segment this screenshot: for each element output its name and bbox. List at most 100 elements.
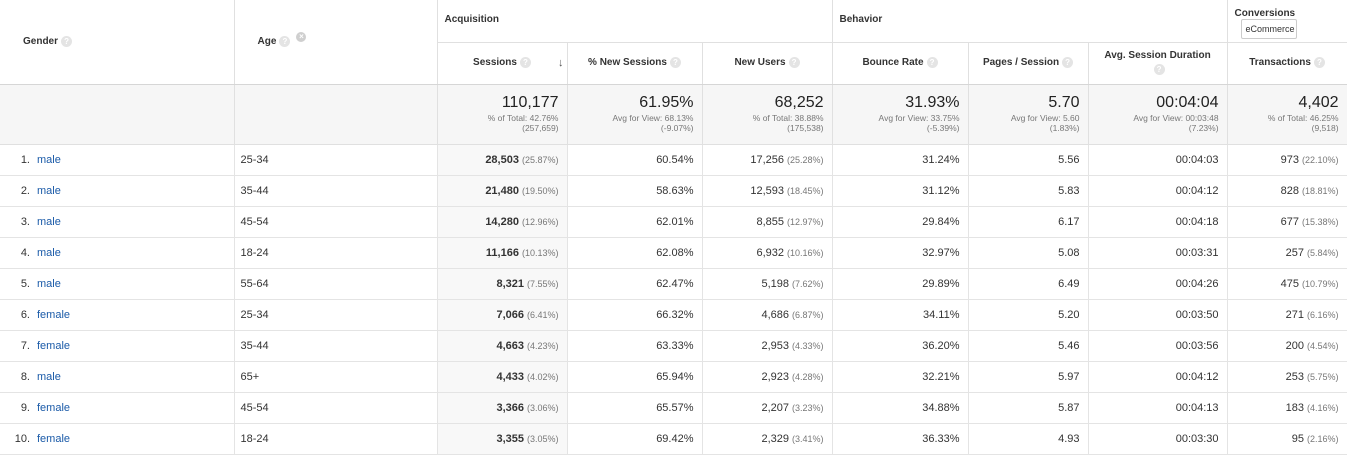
bounce-rate-cell: 29.84%: [832, 206, 969, 238]
transactions-cell: 183 (4.16%): [1227, 392, 1347, 424]
transactions-value: 200: [1285, 339, 1305, 352]
help-icon[interactable]: ?: [926, 56, 938, 68]
total-sub1: % of Total: 42.76%: [487, 112, 559, 123]
sessions-header[interactable]: Sessions? ↓: [437, 42, 568, 85]
transactions-header[interactable]: Transactions?: [1227, 42, 1347, 85]
row-index: 9.: [20, 401, 30, 414]
gender-link[interactable]: female: [37, 339, 71, 352]
help-icon[interactable]: ?: [669, 56, 681, 68]
help-icon[interactable]: ?: [61, 36, 73, 48]
total-sessions: 110,177% of Total: 42.76% (257,659): [437, 84, 568, 145]
behavior-group-header: Behavior: [832, 0, 1228, 43]
table-row: 4. male 18-24 11,166 (10.13%) 62.08% 6,932…: [0, 237, 1347, 269]
avg-duration-cell: 00:03:30: [1088, 423, 1228, 455]
gender-link[interactable]: male: [37, 277, 61, 290]
avg-duration-header[interactable]: Avg. Session Duration?: [1088, 42, 1228, 85]
bounce-rate-cell: 31.12%: [832, 175, 969, 207]
gender-link[interactable]: female: [37, 308, 71, 321]
totals-age-cell: [234, 84, 438, 145]
help-icon[interactable]: ?: [519, 56, 531, 68]
table-row: 3. male 45-54 14,280 (12.96%) 62.01% 8,855…: [0, 206, 1347, 238]
bounce-rate-cell: 32.21%: [832, 361, 969, 393]
new-users-pct: (25.28%): [786, 154, 824, 165]
sessions-pct: (25.87%): [521, 154, 559, 165]
sessions-value: 14,280: [485, 215, 519, 228]
row-index: 5.: [20, 277, 30, 290]
sessions-pct: (4.23%): [526, 340, 559, 351]
transactions-pct: (4.16%): [1307, 402, 1339, 413]
transactions-value: 257: [1285, 246, 1305, 259]
pct-new-sessions-label: % New Sessions: [588, 57, 667, 68]
new-users-pct: (4.33%): [792, 340, 824, 351]
help-icon[interactable]: ?: [788, 56, 800, 68]
transactions-pct: (6.16%): [1307, 309, 1339, 320]
pages-session-cell: 5.97: [968, 361, 1089, 393]
bounce-rate-label: Bounce Rate: [862, 57, 924, 68]
new-users-cell: 4,686 (6.87%): [702, 299, 833, 331]
age-cell: 65+: [234, 361, 438, 393]
new-users-value: 8,855: [756, 215, 784, 228]
gender-header[interactable]: Gender?: [0, 0, 235, 85]
gender-cell: 8. male: [0, 361, 235, 393]
avg-duration-cell: 00:04:03: [1088, 144, 1228, 176]
new-users-value: 2,953: [761, 339, 789, 352]
sessions-value: 4,663: [496, 339, 524, 352]
help-icon[interactable]: ?: [279, 36, 291, 48]
sessions-cell: 4,663 (4.23%): [437, 330, 568, 362]
pages-session-cell: 5.87: [968, 392, 1089, 424]
gender-link[interactable]: male: [37, 184, 61, 197]
transactions-value: 183: [1285, 401, 1305, 414]
gender-link[interactable]: female: [37, 432, 71, 445]
pct-new-sessions-header[interactable]: % New Sessions?: [567, 42, 703, 85]
transactions-value: 828: [1280, 184, 1300, 197]
new-users-header[interactable]: New Users?: [702, 42, 833, 85]
table-row: 6. female 25-34 7,066 (6.41%) 66.32% 4,686…: [0, 299, 1347, 331]
sessions-cell: 3,366 (3.06%): [437, 392, 568, 424]
conversions-group-header: ConversionseCommerce: [1227, 0, 1347, 43]
bounce-rate-cell: 29.89%: [832, 268, 969, 300]
total-sub2: (-9.07%): [660, 122, 694, 133]
age-header-label: Age: [257, 36, 277, 48]
pages-session-cell: 5.83: [968, 175, 1089, 207]
new-users-pct: (18.45%): [786, 185, 824, 196]
gender-link[interactable]: female: [37, 401, 71, 414]
total-sub1: Avg for View: 00:03:48: [1133, 112, 1219, 123]
gender-link[interactable]: male: [37, 246, 61, 259]
sessions-value: 3,355: [496, 432, 524, 445]
table-row: 1. male 25-34 28,503 (25.87%) 60.54% 17,25…: [0, 144, 1347, 176]
table-row: 9. female 45-54 3,366 (3.06%) 65.57% 2,207…: [0, 392, 1347, 424]
bounce-rate-header[interactable]: Bounce Rate?: [832, 42, 969, 85]
new-users-cell: 12,593 (18.45%): [702, 175, 833, 207]
table-row: 7. female 35-44 4,663 (4.23%) 63.33% 2,953…: [0, 330, 1347, 362]
total-value: 4,402: [1298, 93, 1339, 111]
help-icon[interactable]: ?: [1062, 56, 1074, 68]
age-header[interactable]: Age ? ×: [234, 0, 438, 85]
total-pages-session: 5.70 Avg for View: 5.60 (1.83%): [968, 84, 1089, 145]
sort-arrow-down-icon[interactable]: ↓: [558, 56, 564, 69]
gender-link[interactable]: male: [37, 215, 61, 228]
new-users-cell: 5,198 (7.62%): [702, 268, 833, 300]
gender-cell: 5. male: [0, 268, 235, 300]
help-icon[interactable]: ?: [1153, 63, 1165, 75]
conversions-select[interactable]: eCommerce: [1240, 19, 1297, 39]
age-cell: 35-44: [234, 330, 438, 362]
age-cell: 35-44: [234, 175, 438, 207]
help-icon[interactable]: ?: [1313, 56, 1325, 68]
transactions-pct: (22.10%): [1302, 154, 1339, 165]
new-users-cell: 8,855 (12.97%): [702, 206, 833, 238]
avg-duration-cell: 00:03:50: [1088, 299, 1228, 331]
gender-link[interactable]: male: [37, 153, 61, 166]
pages-session-header[interactable]: Pages / Session?: [968, 42, 1089, 85]
pages-session-label: Pages / Session: [982, 57, 1060, 68]
total-value: 00:04:04: [1156, 93, 1219, 111]
remove-dimension-icon[interactable]: ×: [296, 32, 307, 43]
pct-new-sessions-cell: 65.94%: [567, 361, 703, 393]
conversions-label: Conversions: [1234, 8, 1296, 19]
bounce-rate-cell: 31.24%: [832, 144, 969, 176]
gender-link[interactable]: male: [37, 370, 61, 383]
gender-cell: 7. female: [0, 330, 235, 362]
row-index: 2.: [20, 184, 30, 197]
avg-duration-cell: 00:03:31: [1088, 237, 1228, 269]
new-users-cell: 17,256 (25.28%): [702, 144, 833, 176]
